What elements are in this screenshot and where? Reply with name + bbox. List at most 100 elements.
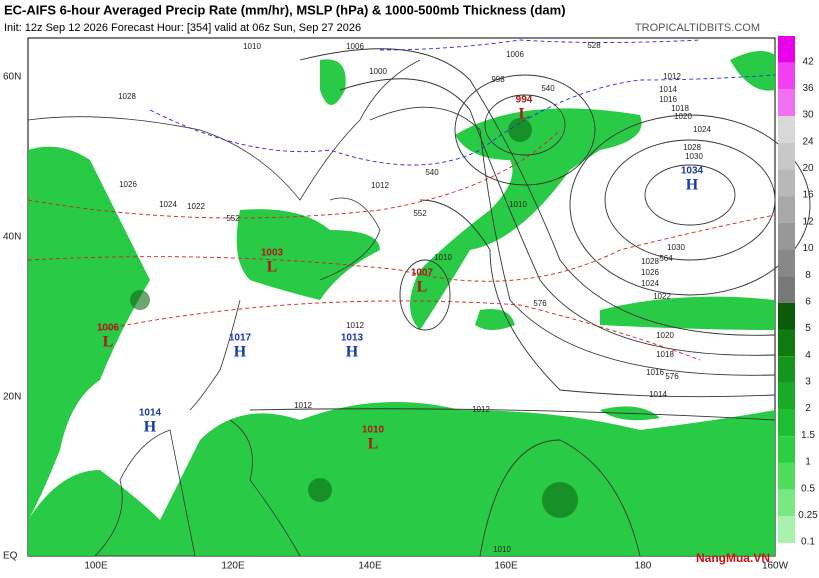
center-symbol: L <box>519 106 530 123</box>
isobar-label: 1010 <box>434 253 452 262</box>
center-symbol: H <box>686 177 699 194</box>
isobar-label: 1026 <box>641 268 659 277</box>
thickness-label: 564 <box>659 254 673 263</box>
colorbar-segment <box>778 302 795 330</box>
isobar-label: 1012 <box>294 401 312 410</box>
colorbar-segment <box>778 329 795 357</box>
isobar-label: 1014 <box>659 85 677 94</box>
isobar-label: 1018 <box>656 350 674 359</box>
colorbar-segment <box>778 409 795 437</box>
colorbar-segment <box>778 196 795 223</box>
thickness-label: 552 <box>413 209 427 218</box>
colorbar-label: 5 <box>805 323 811 334</box>
center-symbol: L <box>103 334 114 351</box>
thickness-label: 552 <box>226 214 240 223</box>
lat-label: 60N <box>3 72 21 83</box>
center-value: 1034 <box>681 166 704 177</box>
isobar-label: 998 <box>491 75 505 84</box>
subtitle: Init: 12z Sep 12 2026 Forecast Hour: [35… <box>4 22 361 34</box>
watermark: NangMua.VN <box>696 551 770 565</box>
source: TROPICALTIDBITS.COM <box>635 22 760 34</box>
isobar-label: 1022 <box>653 292 671 301</box>
colorbar-label: 1.5 <box>801 430 815 441</box>
colorbar-label: 10 <box>802 243 814 254</box>
thickness-label: 576 <box>533 299 547 308</box>
isobar-label: 1012 <box>663 72 681 81</box>
colorbar-segment <box>778 142 795 170</box>
map: 1010 100610009981006101210141016101810201… <box>27 37 811 557</box>
center-value: 994 <box>516 95 533 106</box>
colorbar-label: 3 <box>805 377 811 388</box>
isobar-label: 1028 <box>683 143 701 152</box>
thickness-label: 576 <box>665 372 679 381</box>
center-symbol: H <box>144 419 157 436</box>
colorbar-segment <box>778 89 795 117</box>
isobar-label: 1010 <box>509 200 527 209</box>
isobar-label: 1024 <box>641 279 659 288</box>
isobar-label: 1010 <box>493 545 511 554</box>
isobar-label: 1012 <box>371 181 389 190</box>
isobar-label: 1006 <box>346 42 364 51</box>
colorbar-segment <box>778 116 795 143</box>
contour-labels: 1010 100610009981006101210141016101810201… <box>118 41 711 554</box>
lon-label: 180 <box>635 561 652 572</box>
isobar-label: 1000 <box>369 67 387 76</box>
colorbar-label: 6 <box>805 296 811 307</box>
colorbar-segment <box>778 36 795 63</box>
colorbar-label: 1 <box>805 457 811 468</box>
lat-label: 40N <box>3 232 21 243</box>
colorbar-segment <box>778 249 795 277</box>
colorbar-label: 12 <box>802 216 814 227</box>
center-value: 1007 <box>411 268 434 279</box>
center-symbol: L <box>267 259 278 276</box>
lat-label: EQ <box>3 551 18 562</box>
center-value: 1014 <box>139 408 162 419</box>
colorbar-segment <box>778 276 795 303</box>
lon-label: 120E <box>221 561 245 572</box>
isobar-label: 1016 <box>659 95 677 104</box>
thickness-label: 528 <box>587 41 601 50</box>
center-value: 1003 <box>261 248 284 259</box>
colorbar-segment <box>778 382 795 410</box>
colorbar-segment <box>778 436 795 463</box>
isobars <box>249 48 811 557</box>
isobar-label: 1030 <box>667 243 685 252</box>
colorbar-label: 20 <box>802 163 814 174</box>
isobar-label: 1012 <box>472 405 490 414</box>
center-value: 1013 <box>341 333 364 344</box>
colorbar-segment <box>778 169 795 197</box>
colorbar-segment <box>778 62 795 90</box>
colorbar-label: 0.5 <box>801 483 815 494</box>
isobar-label: 1024 <box>693 125 711 134</box>
isobar-label: 1010 <box>243 42 261 51</box>
isobar-label: 1012 <box>346 321 364 330</box>
lon-label: 160E <box>494 561 518 572</box>
thickness-label: 540 <box>541 84 555 93</box>
center-symbol: L <box>368 436 379 453</box>
isobar-label: 1026 <box>119 180 137 189</box>
colorbar-segment <box>778 462 795 490</box>
isobar-label: 1030 <box>685 152 703 161</box>
land-outline <box>27 59 421 557</box>
isobar-label: 1016 <box>646 368 664 377</box>
center-value: 1017 <box>229 333 252 344</box>
colorbar-segment <box>778 516 795 543</box>
precip-heavy <box>130 118 578 518</box>
thickness-blue <box>149 39 776 166</box>
colorbar-segment <box>778 489 795 517</box>
isobar-label: 1028 <box>118 92 136 101</box>
center-value: 1010 <box>362 425 385 436</box>
lon-label: 160W <box>762 561 789 572</box>
center-symbol: H <box>346 344 359 361</box>
colorbar-label: 2 <box>805 403 811 414</box>
lon-label: 100E <box>84 561 108 572</box>
colorbar: 42 36 30 24 20 16 12 10 8 6 5 4 3 2 1.5 1 0.5 0.25 0.1 <box>778 36 818 548</box>
colorbar-label: 24 <box>802 136 814 147</box>
axes: 100E 120E 140E 160E 180 160W 60N 40N 20N EQ <box>3 72 789 572</box>
colorbar-label: 16 <box>802 190 814 201</box>
colorbar-label: 0.1 <box>801 537 815 548</box>
isobar-label: 1018 <box>671 104 689 113</box>
colorbar-segment <box>778 222 795 250</box>
